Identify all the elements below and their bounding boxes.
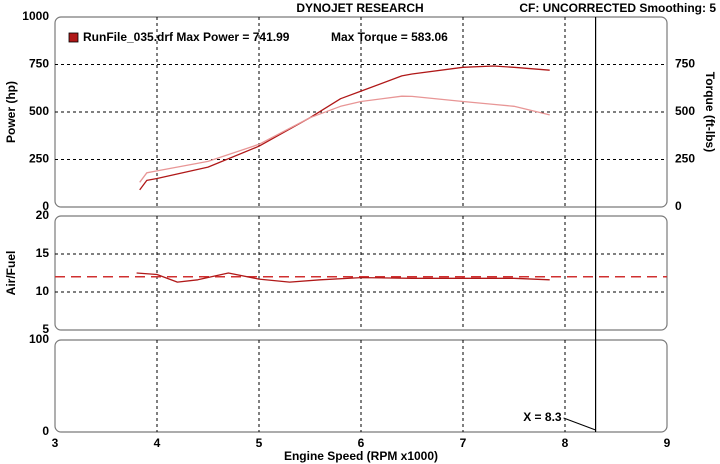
x-tick-label: 7: [460, 436, 467, 450]
x-tick-label: 5: [256, 436, 263, 450]
chart-title: DYNOJET RESEARCH: [296, 1, 423, 15]
y2-tick-label: 0: [675, 199, 682, 213]
y-tick-label: 1000: [22, 9, 49, 23]
y-tick-label: 0: [42, 199, 49, 213]
y-tick-label: 5: [42, 322, 49, 336]
cursor-label: X = 8.3: [523, 410, 562, 424]
y-tick-label: 500: [29, 104, 49, 118]
data-line: [139, 95, 550, 183]
y2-tick-label: 250: [675, 152, 695, 166]
legend-swatch: [68, 32, 79, 43]
y-tick-label: 20: [36, 208, 50, 222]
cursor-leader: [563, 417, 596, 431]
y-tick-label: 750: [29, 57, 49, 71]
chart-subtitle: CF: UNCORRECTED Smoothing: 5: [519, 1, 716, 15]
legend-text: Max Torque = 583.06: [331, 30, 448, 44]
x-tick-label: 6: [358, 436, 365, 450]
y2-tick-label: 750: [675, 57, 695, 71]
y-tick-label: 0: [42, 424, 49, 438]
x-tick-label: 4: [154, 436, 161, 450]
y2-axis-label: Torque (ft-lbs): [703, 72, 717, 152]
y-axis-label: Air/Fuel: [4, 251, 18, 296]
y-tick-label: 250: [29, 152, 49, 166]
legend-text: RunFile_035.drf Max Power = 741.99: [83, 30, 290, 44]
y-tick-label: 10: [36, 284, 50, 298]
x-axis-label: Engine Speed (RPM x1000): [284, 449, 438, 463]
x-tick-label: 8: [562, 436, 569, 450]
y2-tick-label: 500: [675, 104, 695, 118]
x-tick-label: 9: [664, 436, 671, 450]
data-line: [139, 65, 550, 191]
y-tick-label: 100: [29, 332, 49, 346]
data-line: [136, 272, 550, 283]
y-tick-label: 15: [36, 246, 50, 260]
x-tick-label: 3: [52, 436, 59, 450]
y-axis-label: Power (hp): [4, 81, 18, 143]
